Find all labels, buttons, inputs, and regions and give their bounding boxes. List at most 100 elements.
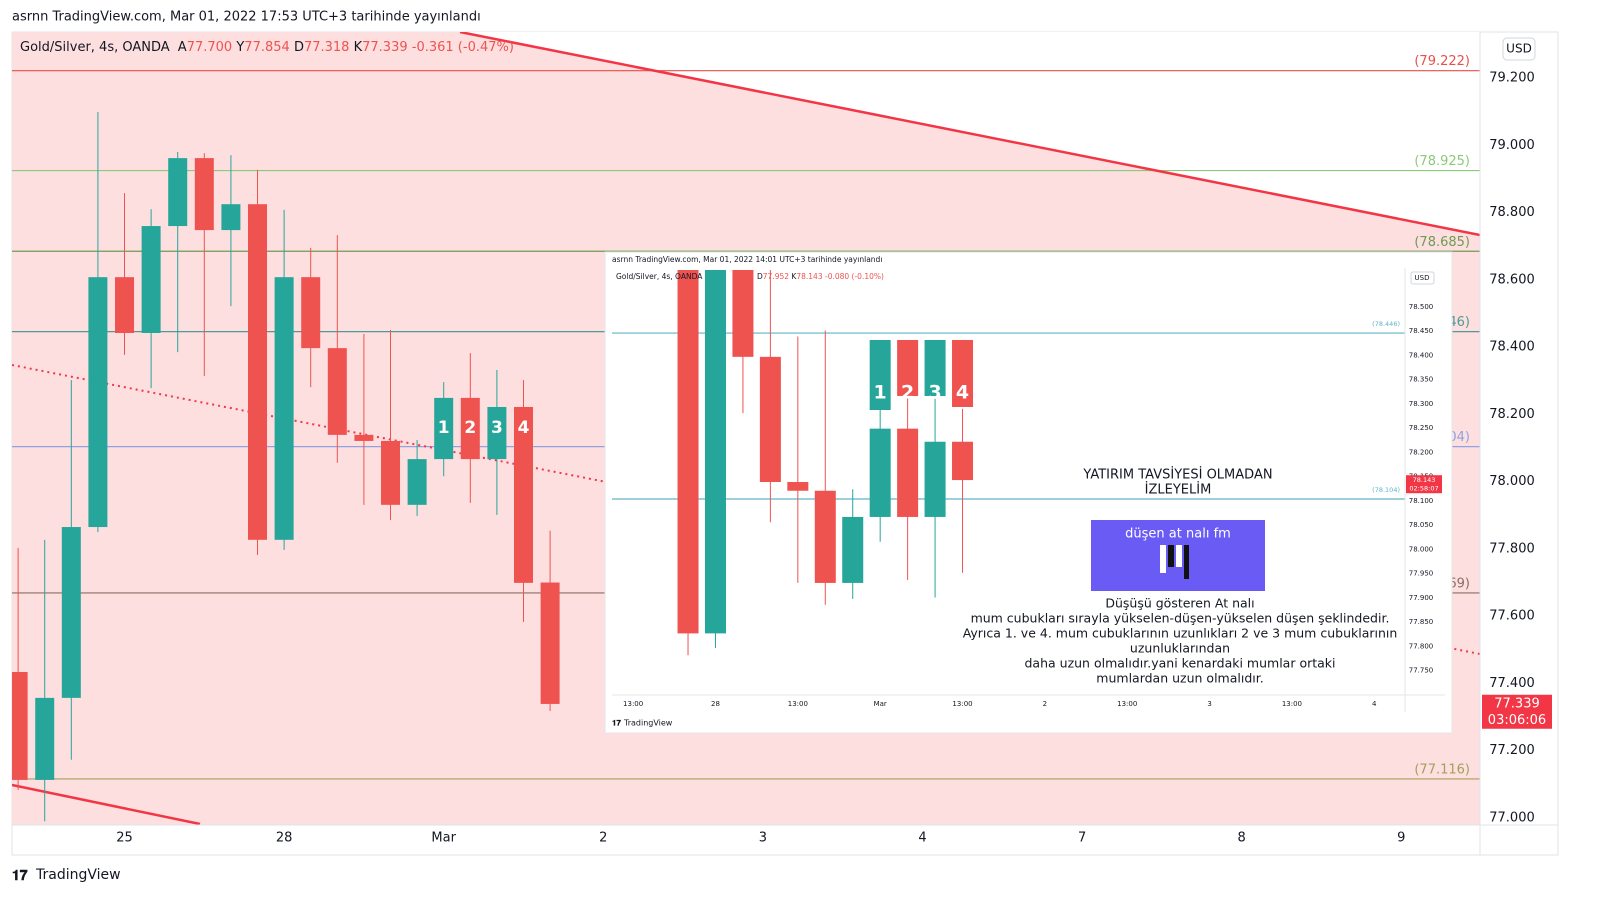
candle-body [115,277,135,333]
ohlc-key: D [294,40,304,55]
y-tick-label: 79.000 [1489,138,1535,153]
pattern-label: 2 [464,418,476,438]
y-tick-label: 77.750 [1409,667,1434,675]
y-tick-label: 77.800 [1489,541,1535,556]
x-tick-label: 2 [599,831,607,846]
candle-body [221,204,241,231]
level-label: (79.222) [1414,54,1470,69]
currency-box [1410,271,1435,285]
y-tick-label: 78.050 [1409,521,1434,529]
candle-body [141,226,161,333]
y-tick-label: 78.800 [1489,205,1535,220]
pattern-illustration [869,340,891,410]
price-tag [1482,694,1552,729]
y-tick-label: 78.250 [1409,424,1434,432]
y-tick-label: 77.200 [1489,743,1535,758]
x-tick-label: 28 [276,831,293,846]
level-label: (77.116) [1414,762,1470,777]
candle-body [407,459,427,505]
x-tick-label: 3 [1207,700,1211,708]
explanation-line: uzunluklarından [1130,641,1230,656]
badge-icon [1168,545,1174,567]
candle-body [88,277,108,528]
pattern-illustration [952,340,974,407]
y-tick-label: 78.400 [1409,351,1434,359]
y-tick-label: 77.400 [1489,676,1535,691]
x-tick-label: 13:00 [788,700,808,708]
level-label: (78.104) [1372,486,1400,494]
ohlc-value: 77.318 [304,40,350,55]
level-label: (78.446) [1372,320,1400,328]
x-tick-label: 9 [1397,831,1405,846]
ohlc-value: 77.700 [187,40,233,55]
y-tick-label: 78.400 [1489,340,1535,355]
x-tick-label: 13:00 [1282,700,1302,708]
candle-body [842,516,864,583]
badge-icon [1160,545,1166,573]
y-tick-label: 78.200 [1489,407,1535,422]
y-tick-label: 79.200 [1489,71,1535,86]
y-tick-label: 77.850 [1409,618,1434,626]
inset-screenshot: asrnn TradingView.com, Mar 01, 2022 14:0… [604,251,1453,734]
candle-body [354,434,374,441]
candle-body [35,697,55,780]
candle-body [487,406,507,460]
logo-mark: 𝟏𝟕 [12,868,28,884]
pattern-label: 1 [874,382,887,404]
trend-line [459,32,1480,237]
badge-text: düşen at nalı fm [1125,527,1231,542]
x-tick-label: Mar [874,700,887,708]
price-tag-label: 77.339 [1494,696,1540,711]
y-tick-label: 77.800 [1409,642,1434,650]
y-tick-label: 78.500 [1409,303,1434,311]
chart-legend: Gold/Silver, 4s, OANDA A77.700 Y77.854 D… [20,40,514,55]
logo-mark: 𝟏𝟕 [612,719,621,728]
price-tag [1406,475,1442,494]
candle-body [814,490,836,583]
x-tick-label: 13:00 [1117,700,1137,708]
y-tick-label: 78.000 [1489,474,1535,489]
price-tag-label: 78.143 [1413,476,1436,484]
x-tick-label: 28 [711,700,720,708]
level-label: (78.685) [1414,235,1470,250]
y-tick-label: 78.600 [1489,272,1535,287]
ohlc-key: Y [235,40,244,55]
explanation-line: daha uzun olmalıdır.yani kenardaki mumla… [1025,656,1336,671]
currency: USD [1506,42,1532,56]
y-tick-label: 77.000 [1489,810,1535,825]
candle-body [732,270,754,357]
explanation-line: mumlardan uzun olmalıdır. [1096,671,1263,686]
pattern-illustration [897,340,919,396]
x-tick-label: 13:00 [623,700,643,708]
candle-body [787,482,809,491]
candle-body [869,428,891,517]
candle-body [759,356,781,483]
y-tick-label: 77.950 [1409,570,1434,578]
y-tick-label: 78.100 [1409,497,1434,505]
x-tick-label: Mar [431,831,456,846]
change: -0.361 (-0.47%) [412,40,514,55]
notice: İZLEYELİM [1145,482,1212,498]
notice: YATIRIM TAVSİYESİ OLMADAN [1082,467,1272,483]
ohlc-key: K [791,272,797,281]
candle-body [61,527,81,698]
ohlc-value: 77.952 [763,272,789,281]
inset-published: asrnn TradingView.com, Mar 01, 2022 14:0… [612,255,882,264]
y-tick-label: 78.450 [1409,327,1434,335]
inset-chart: (78.446) (78.104) 78.500 78.450 78.400 78.350… [612,270,1442,708]
explanation-line: mum cubukları sırayla yükselen-düşen-yük… [971,611,1390,626]
logo: TradingView [623,719,673,728]
currency-box [1502,37,1536,61]
candle-body [460,397,480,460]
published-caption: asrnn TradingView.com, Mar 01, 2022 17:5… [12,10,481,25]
x-tick-label: 7 [1078,831,1086,846]
y-tick-label: 78.350 [1409,376,1434,384]
pattern-label: 3 [491,418,503,438]
candle-body [301,277,321,349]
pattern-label: 4 [518,418,530,438]
ohlc-value: 77.854 [244,40,290,55]
candle-body [540,582,560,704]
